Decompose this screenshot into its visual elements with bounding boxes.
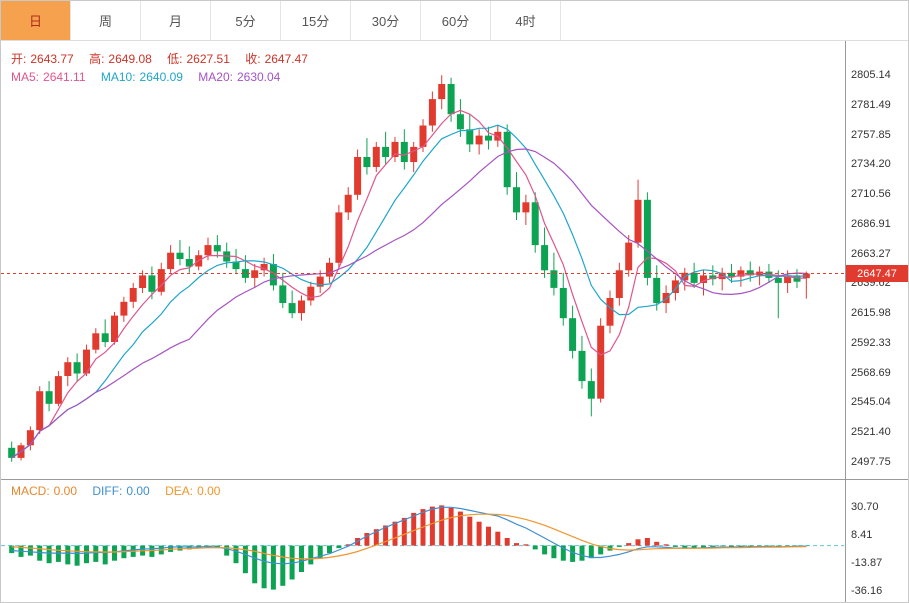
macd-axis: 30.70 8.41 -13.87 -36.16 [845,480,908,602]
open-label: 开: [11,52,27,66]
axis-tick: 2545.04 [851,396,891,409]
ma5-value: 2641.11 [43,70,86,84]
axis-tick: 2521.40 [851,426,891,439]
ma10-value: 2640.09 [139,70,183,84]
period-tab-周[interactable]: 周 [71,1,141,40]
axis-tick: 8.41 [851,529,873,541]
period-tab-5分[interactable]: 5分 [211,1,281,40]
close-value: 2647.47 [264,52,308,66]
axis-tick: 2805.14 [851,69,891,81]
period-tabs: 日周月 5分 15分 30分 60分 4时 [1,1,908,41]
axis-tick: 2757.85 [851,128,891,141]
axis-tick: 2568.69 [851,366,891,379]
ohlc-legend: 开: 2643.77 高: 2649.08 低: 2627.51 收: 2647.47 [11,50,320,67]
high-value: 2649.08 [108,52,152,66]
ma20-label: MA20: [198,70,233,84]
period-tab-4时[interactable]: 4时 [491,1,561,40]
macd-plot: MACD: 0.00 DIFF: 0.00 DEA: 0.00 [1,480,845,602]
diff-label: DIFF: [92,484,123,498]
dea-label: DEA: [165,484,194,498]
candlestick-chart[interactable] [1,41,844,479]
low-label: 低: [167,52,183,66]
high-label: 高: [89,52,105,66]
axis-tick: 2734.20 [851,158,891,171]
period-tab-60分[interactable]: 60分 [421,1,491,40]
macd-chart[interactable] [1,480,844,602]
axis-tick: 2497.75 [851,456,891,468]
axis-tick: -13.87 [851,557,883,569]
close-label: 收: [245,52,261,66]
price-axis: 2647.47 2805.14 2781.49 2757.85 2734.20 2710… [845,41,908,479]
axis-tick: 2592.33 [851,336,891,349]
axis-tick: 2615.98 [851,307,891,320]
ma-legend: MA5: 2641.11 MA10: 2640.09 MA20: 2630.04 [11,70,292,84]
macd-area: MACD: 0.00 DIFF: 0.00 DEA: 0.00 30.70 8.41 -1… [1,479,908,602]
period-tab-月[interactable]: 月 [141,1,211,40]
ma20-value: 2630.04 [236,70,281,84]
macd-legend: MACD: 0.00 DIFF: 0.00 DEA: 0.00 [11,484,232,498]
macd-value: 0.00 [53,484,78,498]
axis-tick: 30.70 [851,501,879,513]
macd-label: MACD: [11,484,50,498]
axis-tick: 2710.56 [851,188,891,201]
period-tab-15分[interactable]: 15分 [281,1,351,40]
period-tab-30分[interactable]: 30分 [351,1,421,40]
dea-value: 0.00 [197,484,221,498]
ma5-label: MA5: [11,70,40,84]
diff-value: 0.00 [126,484,150,498]
axis-tick: 2663.27 [851,247,891,260]
main-chart-area: 开: 2643.77 高: 2649.08 低: 2627.51 收: 2647.47 … [1,41,908,479]
ma10-label: MA10: [100,70,136,84]
last-price-badge: 2647.47 [846,265,908,282]
axis-tick: -36.16 [851,585,883,597]
axis-tick: 2686.91 [851,217,891,230]
axis-tick: 2781.49 [851,98,891,111]
candlestick-plot: 开: 2643.77 高: 2649.08 低: 2627.51 收: 2647.47 … [1,41,845,479]
low-value: 2627.51 [186,52,230,66]
open-value: 2643.77 [30,52,74,66]
period-tab-日[interactable]: 日 [1,1,71,40]
